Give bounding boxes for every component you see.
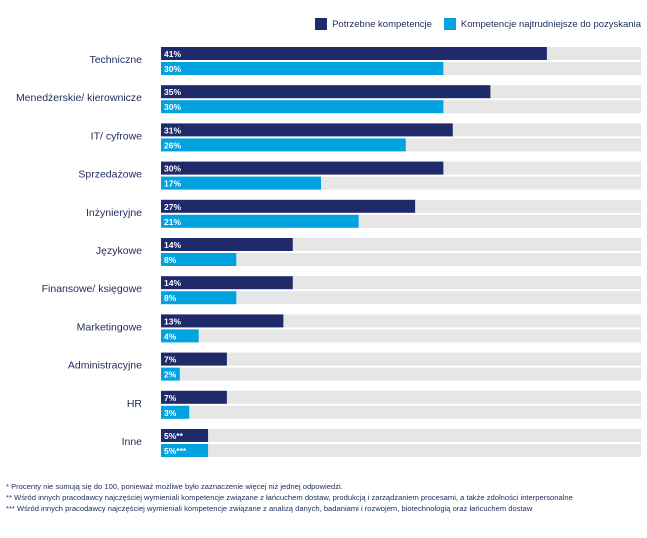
data-label: 41%	[164, 49, 181, 59]
data-label: 5%**	[164, 431, 184, 441]
bar-track	[161, 352, 641, 366]
bar-needed	[161, 390, 227, 404]
bar-needed	[161, 429, 209, 442]
bar-needed	[161, 199, 416, 213]
data-label: 5%***	[164, 446, 187, 456]
data-label: 7%	[164, 393, 177, 403]
bar-needed	[161, 352, 227, 366]
category-label: Techniczne	[89, 54, 142, 66]
data-label: 21%	[164, 217, 181, 227]
data-label: 8%	[164, 293, 177, 303]
category-label: Językowe	[96, 245, 142, 257]
bar-hardest	[161, 214, 359, 228]
data-label: 17%	[164, 179, 181, 189]
category-label: Menedżerskie/ kierownicze	[16, 92, 142, 104]
footnote-2: ** Wśród innych pracodawcy najczęściej w…	[6, 493, 573, 502]
data-label: 30%	[164, 64, 181, 74]
footnote-1: * Procenty nie sumują się do 100, poniew…	[6, 482, 343, 491]
bar-needed	[161, 161, 444, 175]
category-label: Inne	[122, 436, 143, 448]
category-label: Inżynieryjne	[86, 207, 142, 219]
bar-needed	[161, 123, 453, 137]
category-label: HR	[127, 398, 143, 410]
data-label: 2%	[164, 370, 177, 380]
legend-swatch-needed	[315, 18, 328, 30]
data-label: 31%	[164, 125, 181, 135]
legend: Potrzebne kompetencje Kompetencje najtru…	[303, 18, 641, 30]
category-label: Marketingowe	[77, 321, 143, 333]
bar-needed	[161, 47, 547, 60]
footnotes: * Procenty nie sumują się do 100, poniew…	[6, 481, 636, 514]
bar-track	[161, 444, 641, 457]
data-label: 30%	[164, 164, 181, 174]
legend-label-needed: Potrzebne kompetencje	[332, 18, 432, 30]
legend-item-needed: Potrzebne kompetencje	[315, 18, 432, 30]
bar-track	[161, 390, 641, 404]
category-label: Finansowe/ księgowe	[42, 283, 143, 295]
bar-hardest	[161, 444, 209, 457]
data-label: 27%	[164, 202, 181, 212]
legend-swatch-hardest	[443, 18, 456, 30]
footnote-3: *** Wśród innych pracodawcy najczęściej …	[6, 504, 533, 513]
bar-chart: Techniczne 41% 30% Menedżerskie/ kierownicz…	[16, 47, 641, 457]
data-label: 26%	[164, 140, 181, 150]
bar-hardest	[161, 405, 190, 419]
data-label: 13%	[164, 316, 181, 326]
bar-needed	[161, 314, 284, 328]
bar-hardest	[161, 176, 321, 190]
bar-hardest	[161, 253, 237, 266]
legend-item-hardest: Kompetencje najtrudniejsze do pozyskania	[443, 18, 641, 30]
bar-hardest	[161, 62, 444, 75]
legend-label-hardest: Kompetencje najtrudniejsze do pozyskania	[460, 18, 641, 30]
data-label: 35%	[164, 87, 181, 97]
data-label: 14%	[164, 240, 181, 250]
data-label: 30%	[164, 102, 181, 112]
data-label: 7%	[164, 355, 177, 365]
bar-track	[161, 429, 641, 442]
data-label: 4%	[164, 331, 177, 341]
bar-track	[161, 329, 641, 343]
data-label: 3%	[164, 408, 177, 418]
data-label: 14%	[164, 278, 181, 288]
category-label: Sprzedażowe	[78, 169, 142, 181]
bar-track	[161, 253, 641, 266]
bar-hardest	[161, 329, 199, 343]
category-label: Administracyjne	[68, 360, 142, 372]
bar-needed	[161, 276, 293, 290]
bar-track	[161, 405, 641, 419]
bar-hardest	[161, 100, 444, 114]
bar-track	[161, 291, 641, 305]
bar-hardest	[161, 138, 406, 152]
bar-hardest	[161, 367, 180, 381]
category-label: IT/ cyfrowe	[91, 130, 143, 142]
bar-hardest	[161, 291, 237, 305]
data-label: 8%	[164, 255, 177, 265]
bar-needed	[161, 238, 293, 251]
bar-track	[161, 367, 641, 381]
bar-needed	[161, 85, 491, 99]
